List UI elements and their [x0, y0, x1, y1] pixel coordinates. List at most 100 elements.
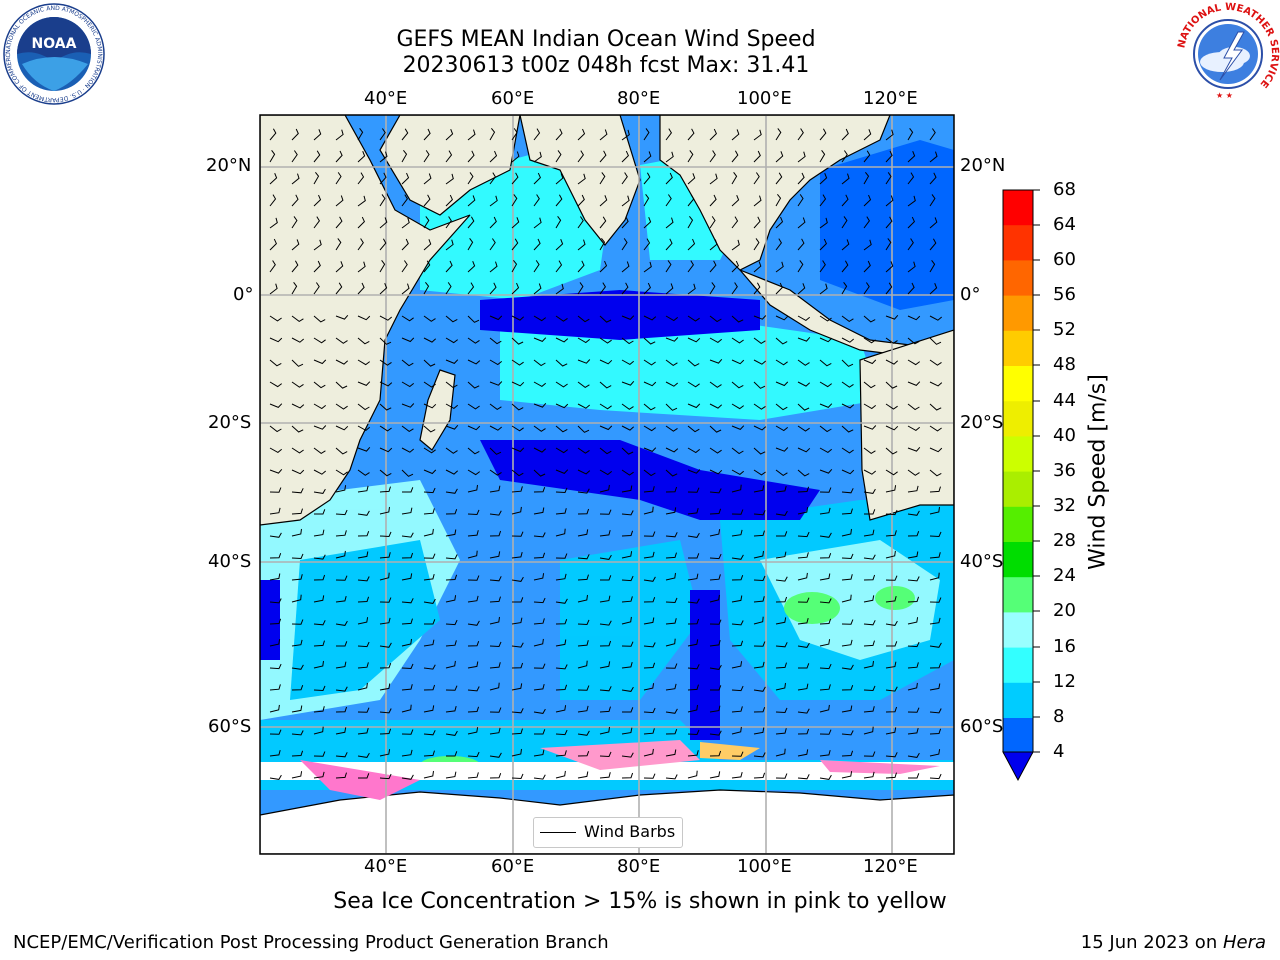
wind-barb [841, 150, 848, 163]
wind-barb [753, 359, 767, 365]
lat-tick-left: 60°S [208, 716, 252, 737]
wind-barb [357, 576, 370, 582]
wind-barb [401, 128, 409, 141]
colorbar-band [1003, 260, 1033, 297]
wind-barb [313, 194, 322, 207]
wind-barb [467, 706, 480, 713]
wind-barb [709, 173, 718, 185]
wind-barb [775, 662, 787, 669]
wind-barb [819, 217, 828, 229]
wind-barb [709, 425, 722, 433]
wind-barb [819, 774, 832, 780]
wind-barb [929, 194, 936, 207]
colorbar-band [1003, 682, 1033, 719]
wind-barb [885, 575, 898, 581]
colorbar-tick-label: 28 [1053, 530, 1076, 551]
wind-barb [357, 359, 370, 366]
wind-barb [335, 359, 349, 365]
wind-barb [269, 684, 281, 691]
wind-barb [753, 381, 766, 389]
wind-barb [401, 684, 413, 691]
wind-barb [885, 620, 898, 626]
wind-barb [775, 282, 783, 295]
wind-barb [423, 770, 434, 779]
wind-barb [577, 359, 591, 364]
wind-barb [555, 684, 568, 691]
wind-barb [643, 194, 650, 207]
wind-barb [599, 260, 608, 273]
wind-barb [379, 506, 390, 515]
wind-barb [533, 552, 546, 559]
wind-barb [929, 773, 942, 780]
wind-barb [841, 359, 854, 367]
wind-barb [599, 554, 612, 560]
colorbar-tick-label: 64 [1053, 214, 1076, 235]
wind-barb [797, 572, 808, 581]
wind-barb [775, 337, 788, 345]
wind-barb [335, 195, 344, 207]
wind-barb [731, 282, 738, 295]
wind-barb [599, 529, 611, 537]
wind-barb [467, 447, 480, 455]
wind-barb [269, 598, 282, 604]
wind-barb [929, 337, 942, 345]
wind-barb [269, 425, 282, 433]
wind-barb [621, 485, 633, 493]
wind-barb [687, 128, 695, 141]
wind-barb [907, 682, 918, 691]
wind-barb [643, 773, 656, 779]
wind-barb [709, 529, 721, 537]
wind-barb [379, 128, 386, 141]
wind-barb [401, 381, 415, 388]
wind-barb [357, 485, 369, 493]
wind-barb [731, 509, 744, 515]
wind-barb [775, 682, 786, 691]
wind-barb [709, 574, 721, 581]
wind-barb [291, 150, 298, 163]
wind-barb [797, 238, 805, 251]
wind-barb [467, 129, 476, 141]
wind-barb [511, 425, 524, 432]
wind-barb [511, 773, 524, 780]
wind-barb [423, 750, 435, 757]
wind-barb [335, 150, 343, 163]
wind-barb [907, 485, 919, 493]
wind-barb [335, 403, 348, 410]
wind-barb [401, 315, 414, 322]
wind-barb [445, 359, 459, 364]
wind-barb [423, 150, 430, 163]
wind-barb [643, 748, 654, 757]
wind-barb [775, 469, 788, 477]
wind-barb [424, 619, 436, 625]
lat-tick-right: 40°S [960, 551, 1004, 572]
wind-barb [643, 662, 656, 669]
wind-barb [291, 528, 302, 537]
wind-barb [555, 128, 563, 141]
wind-barb [753, 172, 760, 185]
wind-barb [731, 150, 739, 163]
wind-barb [709, 730, 722, 736]
wind-barb [599, 381, 612, 389]
wind-barb [841, 488, 854, 494]
wind-barb [753, 641, 766, 647]
wind-barb [797, 128, 804, 141]
wind-barb [797, 708, 810, 714]
colorbar-band [1003, 542, 1033, 578]
wind-barb [731, 554, 744, 560]
wind-barb [599, 751, 612, 758]
wind-barb [577, 705, 589, 713]
wind-barb [819, 749, 831, 757]
wind-barb [775, 238, 783, 251]
wind-barb [489, 727, 501, 735]
wind-barb [665, 774, 678, 780]
wind-barb [555, 639, 567, 647]
wind-barb [929, 531, 942, 538]
wind-barb [753, 469, 766, 476]
wind-barb [929, 238, 937, 251]
wind-barb [467, 469, 480, 476]
wind-barb [577, 488, 590, 494]
wind-barb [445, 660, 456, 669]
wind-barb [929, 597, 942, 603]
wind-barb [797, 552, 809, 559]
wind-barb [709, 381, 722, 388]
